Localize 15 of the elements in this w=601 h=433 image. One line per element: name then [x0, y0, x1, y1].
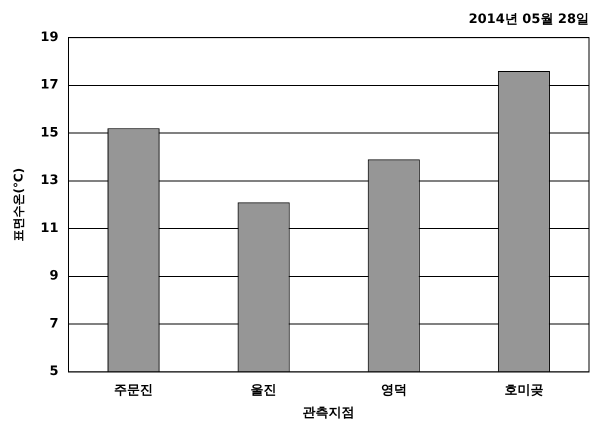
y-tick-label: 17 [40, 78, 58, 93]
x-tick-label: 호미곶 [504, 382, 544, 398]
y-tick-label: 5 [49, 364, 58, 380]
y-tick-label: 15 [40, 125, 58, 140]
chart-subtitle: 2014년 05월 28일 [468, 12, 589, 28]
x-tick-label: 울진 [250, 382, 277, 398]
y-tick-label: 19 [40, 30, 58, 45]
y-tick-label: 9 [49, 268, 58, 284]
y-tick-label: 11 [40, 220, 58, 236]
x-tick-label: 주문진 [114, 382, 154, 398]
x-axis-title: 관측지점 [302, 406, 355, 421]
y-axis-title: 표면수온(℃) [11, 168, 26, 242]
y-tick-label: 13 [40, 173, 58, 188]
y-tick-label: 7 [49, 316, 58, 332]
x-tick-label: 영덕 [380, 382, 407, 398]
